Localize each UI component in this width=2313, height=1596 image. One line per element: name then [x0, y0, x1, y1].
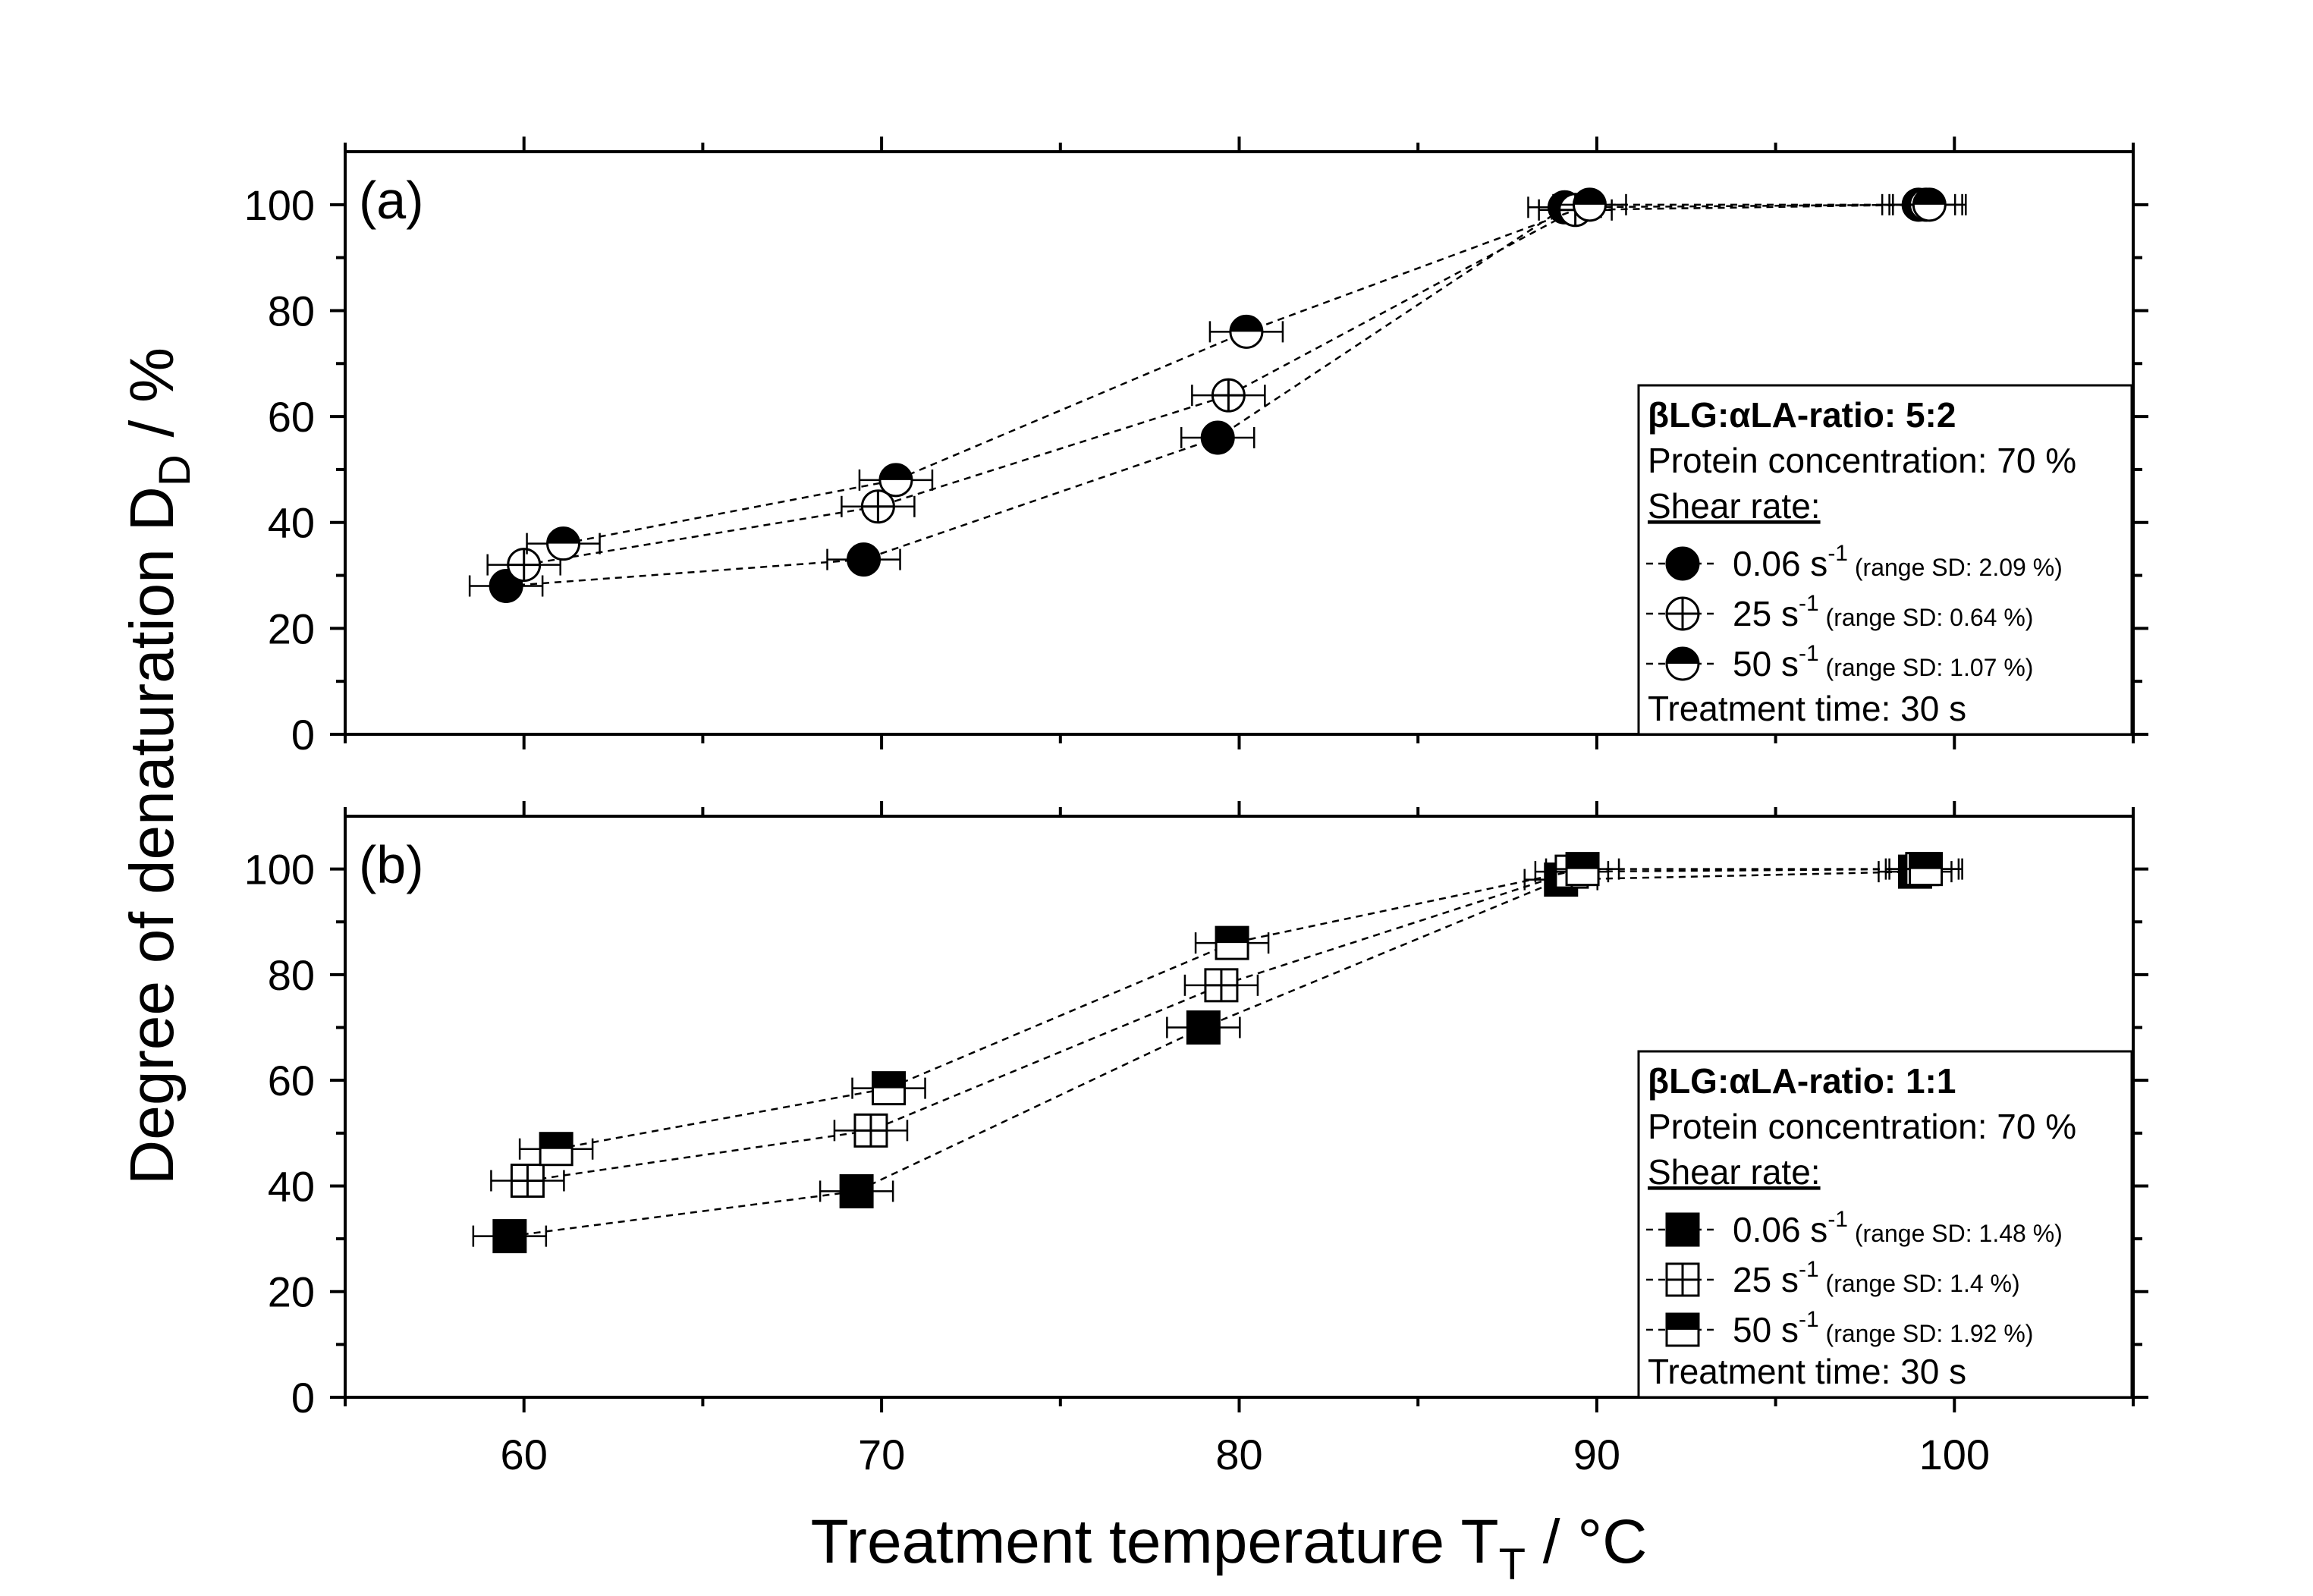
data-point	[1572, 187, 1607, 222]
y-tick-label: 100	[244, 846, 315, 894]
y-tick-label: 0	[291, 711, 315, 759]
chart-panels: 0 20 40 60 80 100 (a) βLG:αLA-ratio: 5:2 Protein…	[244, 137, 2148, 1478]
legend: βLG:αLA-ratio: 1:1 Protein concentration:…	[1637, 1050, 2133, 1399]
data-point	[839, 1173, 874, 1208]
legend-marker-shape	[1665, 1212, 1700, 1247]
legend-series-label: 0.06 s-1 (range SD: 1.48 %)	[1733, 1207, 2063, 1249]
y-tick-label: 80	[268, 951, 315, 999]
legend-shear-header: Shear rate:	[1648, 1152, 1821, 1192]
x-axis-title: Treatment temperature TT / °C	[811, 1507, 1648, 1589]
legend-series-label: 25 s-1 (range SD: 0.64 %)	[1733, 591, 2033, 633]
x-tick-label: 70	[858, 1431, 905, 1478]
data-point	[492, 1219, 527, 1254]
legend-series-label: 50 s-1 (range SD: 1.07 %)	[1733, 641, 2033, 683]
y-axis-title-sub: D	[150, 454, 200, 486]
data-point	[1200, 420, 1235, 455]
y-tick-label: 20	[268, 1268, 315, 1316]
legend-marker	[1665, 546, 1700, 581]
legend-series-label: 25 s-1 (range SD: 1.4 %)	[1733, 1257, 2020, 1299]
data-point-half	[1230, 316, 1262, 332]
data-point-half	[1573, 188, 1606, 205]
data-point-half	[1567, 853, 1599, 869]
legend-marker	[1665, 1212, 1700, 1247]
data-point-shape	[839, 1173, 874, 1208]
series-half	[526, 187, 1967, 561]
data-point-shape	[1200, 420, 1235, 455]
data-point-shape	[847, 542, 882, 577]
legend-time: Treatment time: 30 s	[1648, 689, 1966, 728]
data-point	[847, 542, 882, 577]
panel-label: (a)	[359, 171, 424, 230]
panel-label: (b)	[359, 835, 424, 894]
data-point	[539, 1132, 574, 1167]
data-point	[1211, 378, 1246, 413]
x-tick-label: 60	[501, 1431, 548, 1478]
panel-b: 60 70 80 90 100 0 20 40 60 80 100 (b) βLG:αLA-ratio:…	[244, 801, 2148, 1478]
legend-marker-shape	[1665, 546, 1700, 581]
data-point	[510, 1163, 545, 1198]
data-point	[860, 489, 895, 524]
data-point-shape	[492, 1219, 527, 1254]
legend-marker-half	[1667, 648, 1699, 664]
y-tick-label: 100	[244, 181, 315, 229]
legend-marker	[1665, 646, 1700, 681]
data-point-half	[540, 1133, 573, 1149]
x-tick-label: 90	[1573, 1431, 1620, 1478]
y-tick-label: 80	[268, 287, 315, 335]
y-axis-title-main: Degree of denaturation D	[118, 486, 187, 1185]
legend-marker	[1665, 1312, 1700, 1347]
y-tick-label: 60	[268, 1057, 315, 1104]
data-point	[1565, 852, 1600, 887]
data-point	[853, 1113, 888, 1148]
data-point-half	[879, 463, 912, 480]
y-axis-title-unit: / %	[118, 347, 187, 454]
legend-series-label: 50 s-1 (range SD: 1.92 %)	[1733, 1307, 2033, 1349]
data-point	[1215, 925, 1249, 960]
data-point	[1204, 968, 1239, 1003]
data-point	[1912, 187, 1947, 222]
data-point	[507, 548, 542, 583]
y-axis-title: Degree of denaturation DD / %	[118, 347, 200, 1185]
y-tick-label: 60	[268, 393, 315, 441]
data-point-half	[1909, 853, 1942, 869]
legend-protein: Protein concentration: 70 %	[1648, 441, 2076, 480]
data-point	[1229, 314, 1264, 349]
data-point-shape	[1186, 1010, 1221, 1045]
x-tick-label: 80	[1215, 1431, 1262, 1478]
x-axis-title-unit: / °C	[1526, 1507, 1647, 1576]
data-point	[1909, 852, 1944, 887]
y-tick-label: 0	[291, 1374, 315, 1422]
panel-a: 0 20 40 60 80 100 (a) βLG:αLA-ratio: 5:2 Protein…	[244, 137, 2148, 759]
series-line	[527, 868, 1922, 1182]
data-point-half	[1216, 927, 1249, 944]
x-tick-label: 100	[1919, 1431, 1990, 1478]
legend-frame	[1637, 1050, 2133, 1399]
y-tick-label: 40	[268, 1162, 315, 1210]
legend-shear-header: Shear rate:	[1648, 486, 1821, 526]
legend-marker	[1665, 596, 1700, 631]
legend-protein: Protein concentration: 70 %	[1648, 1107, 2076, 1146]
legend-marker-half	[1667, 1314, 1699, 1330]
legend-title: βLG:αLA-ratio: 5:2	[1648, 395, 1956, 435]
y-tick-label: 20	[268, 605, 315, 652]
x-axis-title-sub: T	[1499, 1540, 1526, 1589]
legend: βLG:αLA-ratio: 5:2 Protein concentration:…	[1637, 384, 2133, 736]
data-point-half	[547, 527, 580, 544]
series-line	[555, 868, 1926, 1150]
legend-series-label: 0.06 s-1 (range SD: 2.09 %)	[1733, 541, 2063, 583]
legend-frame	[1637, 384, 2133, 736]
y-tick-label: 40	[268, 499, 315, 547]
legend-title: βLG:αLA-ratio: 1:1	[1648, 1061, 1956, 1101]
data-point	[872, 1071, 907, 1106]
legend-time: Treatment time: 30 s	[1648, 1352, 1966, 1391]
data-point	[878, 463, 913, 498]
data-point-half	[1913, 188, 1946, 205]
data-point-half	[872, 1072, 905, 1089]
x-axis-title-main: Treatment temperature T	[811, 1507, 1499, 1576]
data-point	[546, 526, 581, 561]
data-point	[1186, 1010, 1221, 1045]
legend-marker	[1665, 1262, 1700, 1297]
series-half	[518, 852, 1963, 1167]
